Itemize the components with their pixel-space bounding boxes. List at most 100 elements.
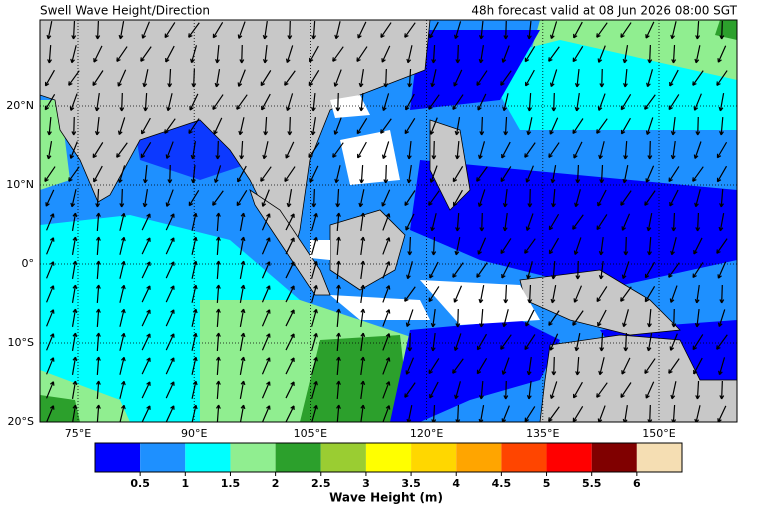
swell-arrow — [645, 165, 655, 183]
swell-arrow — [551, 260, 556, 280]
swell-arrow — [453, 285, 463, 303]
swell-arrow — [141, 357, 151, 375]
swell-arrow — [453, 333, 462, 351]
swell-arrow — [550, 285, 557, 304]
swell-arrow — [285, 381, 295, 399]
swell-arrow — [644, 261, 656, 279]
swell-arrow — [669, 285, 678, 303]
lat-label: 10°S — [8, 336, 34, 349]
swell-arrow — [95, 212, 101, 232]
swell-arrow — [165, 189, 174, 207]
swell-arrow — [429, 261, 439, 279]
swell-arrow — [478, 405, 485, 422]
swell-arrow — [407, 332, 413, 352]
swell-arrow — [404, 118, 416, 135]
swell-arrow — [286, 189, 293, 208]
swell-arrow — [46, 141, 53, 160]
swell-arrow — [695, 380, 701, 400]
swell-arrow — [336, 332, 341, 352]
swell-arrow — [694, 45, 701, 64]
swell-arrow — [623, 236, 629, 256]
swell-arrow — [311, 284, 318, 303]
swell-arrow — [476, 357, 488, 375]
swell-arrow — [95, 332, 101, 352]
swell-arrow — [668, 166, 680, 183]
swell-arrow — [239, 236, 246, 255]
swell-arrow — [598, 260, 604, 280]
swell-arrow — [670, 21, 677, 40]
swell-arrow — [119, 188, 125, 208]
map-frame — [39, 19, 738, 423]
swell-arrow — [620, 286, 632, 302]
swell-arrow — [428, 190, 440, 206]
swell-arrow — [623, 68, 628, 88]
swell-arrow — [382, 93, 390, 112]
swell-arrow — [524, 238, 536, 254]
swell-arrow — [478, 20, 484, 40]
swell-arrow — [429, 117, 438, 135]
colorbar-label: 0.5 — [130, 477, 150, 490]
swell-arrow — [239, 380, 246, 399]
swell-arrow — [311, 332, 318, 351]
swell-arrow — [47, 116, 52, 136]
swell-arrow — [71, 20, 77, 40]
swell-arrow — [452, 358, 464, 374]
swell-arrow — [502, 309, 509, 328]
swell-arrow — [622, 165, 629, 184]
colorbar-label: 4 — [452, 477, 460, 490]
swell-arrow — [215, 284, 221, 304]
swell-arrow — [693, 141, 702, 159]
colorbar-label: 6 — [633, 477, 641, 490]
swell-arrow — [93, 165, 103, 183]
swell-arrow — [719, 284, 725, 304]
swell-arrow — [311, 212, 318, 231]
swell-arrow — [239, 140, 245, 160]
swell-arrow — [526, 357, 532, 376]
swell-arrow — [311, 260, 318, 279]
swell-arrow — [429, 381, 439, 399]
swell-arrow — [404, 22, 416, 38]
lon-label: 120°E — [410, 427, 443, 440]
swell-arrow — [164, 118, 176, 134]
swell-arrow — [239, 44, 245, 64]
swell-arrow — [575, 260, 581, 280]
colorbar-swatch — [546, 443, 592, 472]
swell-arrow — [718, 93, 725, 112]
swell-arrow — [142, 69, 149, 88]
swell-arrow — [455, 140, 460, 160]
swell-arrow — [406, 261, 413, 280]
swell-arrow — [405, 213, 415, 231]
swell-arrow — [719, 116, 724, 136]
swell-arrow — [694, 308, 700, 328]
swell-arrow — [596, 214, 608, 231]
swell-arrow — [431, 140, 437, 160]
swell-arrow — [669, 333, 678, 351]
swell-arrow — [671, 212, 677, 232]
swell-arrow — [692, 166, 704, 182]
swell-arrow — [334, 21, 341, 40]
swell-arrow — [526, 261, 533, 280]
swell-arrow — [669, 69, 679, 87]
swell-arrow — [430, 213, 437, 232]
swell-arrow — [454, 21, 462, 40]
swell-arrow — [548, 310, 560, 326]
swell-arrow — [46, 261, 55, 279]
swell-arrow — [478, 45, 485, 64]
swell-arrow — [165, 261, 175, 279]
swell-arrow — [215, 404, 221, 422]
swell-arrow — [716, 165, 728, 183]
swell-arrow — [716, 70, 728, 86]
colorbar-swatch — [501, 443, 547, 472]
swell-arrow — [575, 164, 581, 184]
swell-arrow — [71, 356, 78, 375]
swell-arrow — [551, 92, 557, 112]
swell-arrow — [45, 189, 55, 207]
swell-arrow — [71, 308, 78, 327]
swell-arrow — [524, 142, 536, 158]
colorbar-label: 1 — [181, 477, 189, 490]
swell-arrow — [548, 406, 560, 422]
swell-arrow — [336, 380, 341, 400]
swell-arrow — [336, 284, 341, 304]
lat-label: 20°N — [6, 99, 34, 112]
swell-arrow — [336, 236, 341, 256]
